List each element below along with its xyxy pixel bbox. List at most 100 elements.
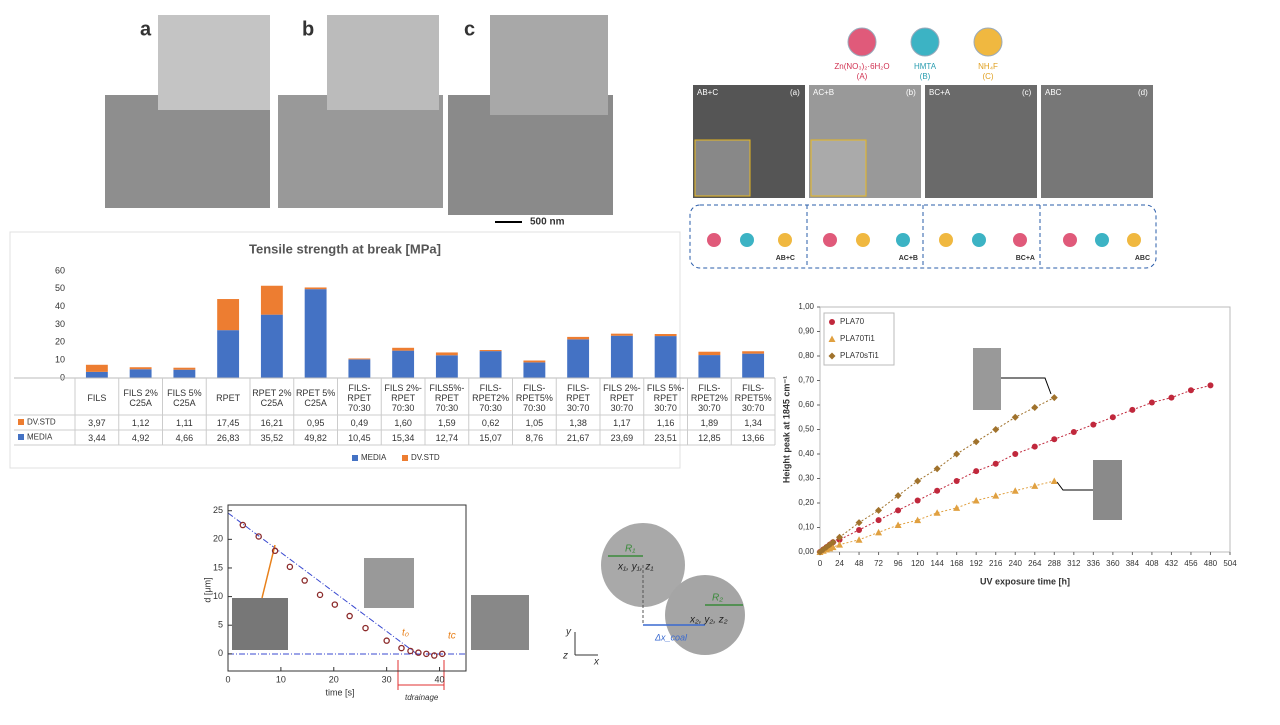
cell-box: 35,52 bbox=[261, 433, 284, 443]
micrographs: a b c 500 nm bbox=[105, 15, 613, 228]
point bbox=[829, 543, 837, 551]
table-cell: 23,51 bbox=[654, 432, 677, 443]
x-tick-label: 192 bbox=[970, 559, 984, 568]
bar bbox=[392, 350, 415, 378]
point bbox=[1050, 394, 1058, 402]
point bbox=[1090, 421, 1097, 428]
x-tick-label: 48 bbox=[855, 559, 864, 568]
reagent-code: (C) bbox=[982, 72, 993, 81]
cell-box: 0,49 bbox=[351, 418, 369, 428]
table-cell: FILS-RPET 30:70 bbox=[566, 382, 591, 413]
cell-box: 17,45 bbox=[217, 418, 240, 428]
cell-box: 1,17 bbox=[613, 418, 631, 428]
table-cell: 0,95 bbox=[306, 417, 325, 428]
plot-frame bbox=[227, 504, 467, 672]
bar bbox=[567, 339, 590, 378]
table-cell: 4,92 bbox=[131, 432, 150, 443]
axis-label: x bbox=[593, 657, 600, 668]
image bbox=[278, 95, 443, 208]
legend-marker bbox=[829, 319, 835, 325]
synthesis: Zn(NO₃)₂·6H₂O (A) HMTA (B) NH₄F (C) AB+C… bbox=[689, 27, 1157, 269]
cell-box: 23,69 bbox=[611, 433, 634, 443]
cell-box: 1,12 bbox=[132, 418, 150, 428]
point bbox=[972, 497, 980, 504]
cell-box: 21,67 bbox=[567, 433, 590, 443]
y-tick-label: 15 bbox=[213, 562, 223, 572]
point bbox=[933, 465, 941, 473]
cell-box: 16,21 bbox=[261, 418, 284, 428]
x-tick-label: 360 bbox=[1106, 559, 1120, 568]
point bbox=[255, 533, 262, 540]
legend-swatch bbox=[402, 455, 408, 461]
cell-box: FILS-RPET2% 30:70 bbox=[690, 382, 728, 413]
bar bbox=[85, 371, 108, 378]
point bbox=[398, 644, 405, 652]
arrow bbox=[1056, 481, 1093, 491]
cell-box: 1,34 bbox=[744, 418, 762, 428]
point bbox=[953, 450, 961, 458]
bar bbox=[742, 351, 765, 354]
x-tick-label: 72 bbox=[874, 559, 883, 568]
image bbox=[1093, 460, 1122, 520]
x-tick-label: 40 bbox=[435, 674, 445, 684]
scheme-label: BC+A bbox=[1016, 255, 1035, 262]
y-tick-label: 10 bbox=[213, 591, 223, 601]
table-cell: 15,07 bbox=[479, 432, 502, 443]
table-cell: 1,05 bbox=[525, 417, 544, 428]
scheme-label: AC+B bbox=[899, 255, 918, 262]
y-tick-label: 0,10 bbox=[798, 523, 814, 532]
point bbox=[933, 509, 941, 516]
cell-box: 1,11 bbox=[176, 418, 193, 428]
bar bbox=[173, 369, 196, 378]
cell-box: 1,59 bbox=[438, 418, 456, 428]
annotation: tc bbox=[448, 631, 456, 642]
x-tick-label: 0 bbox=[225, 674, 230, 684]
panel-letter: (b) bbox=[906, 88, 916, 97]
cell-box: FILS5%-RPET 70:30 bbox=[429, 383, 464, 413]
bar bbox=[698, 351, 721, 356]
y-tick-label: 0,40 bbox=[798, 449, 814, 458]
panel-letter: (d) bbox=[1138, 88, 1148, 97]
table-cell: 8,76 bbox=[525, 432, 544, 443]
table-cell: 0,62 bbox=[481, 417, 500, 428]
cell-box: FILS 2%-RPET 30:70 bbox=[603, 383, 641, 413]
image bbox=[105, 95, 270, 208]
image bbox=[232, 598, 288, 650]
image bbox=[471, 595, 529, 650]
point bbox=[855, 536, 863, 543]
row-header: DV.STD bbox=[27, 418, 56, 427]
x-tick-label: 0 bbox=[818, 559, 823, 568]
point bbox=[894, 521, 902, 529]
reagent: HMTA bbox=[914, 62, 937, 71]
reagent-code: (B) bbox=[920, 72, 931, 81]
y-tick-label: 50 bbox=[55, 283, 65, 293]
cell-box: 15,34 bbox=[392, 433, 415, 443]
cell-box: FILS 2%-RPET 70:30 bbox=[384, 383, 422, 413]
panel-letter: (c) bbox=[1022, 88, 1032, 97]
legend-label: MEDIA bbox=[361, 453, 387, 462]
bar bbox=[85, 364, 108, 372]
table-cell: FILS-RPET5% 30:70 bbox=[734, 382, 772, 413]
legend-box bbox=[823, 312, 895, 366]
point bbox=[953, 477, 960, 484]
x-tick-label: 480 bbox=[1204, 559, 1218, 568]
table-cell: 49,82 bbox=[304, 432, 327, 443]
scheme-label: AB+C bbox=[776, 255, 795, 262]
radius-label: R₂ bbox=[712, 593, 723, 604]
table-cell: 1,38 bbox=[569, 417, 587, 428]
image bbox=[925, 85, 1037, 198]
position-label: x₁, y₁, z₁ bbox=[617, 562, 654, 573]
flask bbox=[910, 27, 940, 57]
x-tick-label: 264 bbox=[1028, 559, 1042, 568]
bar bbox=[304, 289, 327, 378]
bar bbox=[523, 360, 546, 363]
panel-letter: (a) bbox=[790, 88, 800, 97]
point bbox=[383, 637, 390, 644]
point bbox=[331, 601, 339, 608]
y-tick-label: 20 bbox=[55, 337, 65, 347]
point bbox=[934, 487, 941, 494]
table-cell: FILS-RPET2% 30:70 bbox=[690, 382, 728, 413]
point bbox=[362, 624, 369, 632]
table-cell: 1,60 bbox=[394, 417, 412, 428]
